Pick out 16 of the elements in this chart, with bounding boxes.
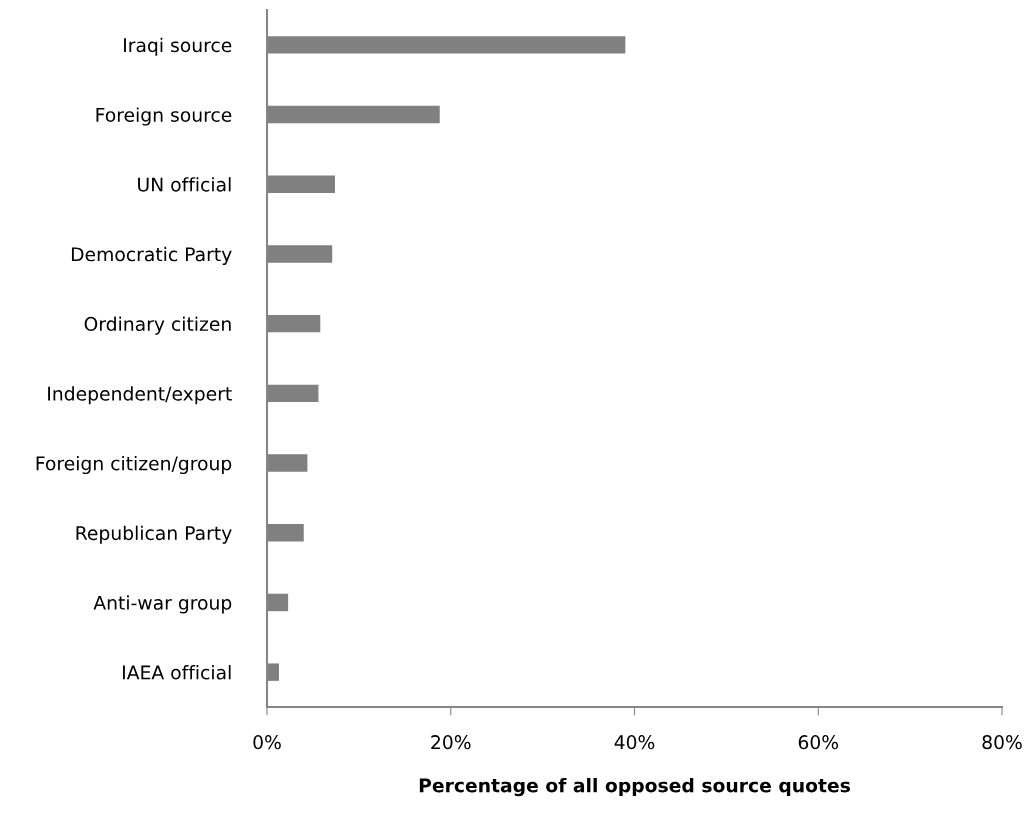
- y-tick-label: Foreign source: [96, 107, 232, 126]
- x-axis-title: Percentage of all opposed source quotes: [419, 777, 850, 797]
- y-tick-label: Republican Party: [76, 525, 232, 544]
- y-tick-label: Anti-war group: [93, 595, 232, 614]
- x-tick-label: 40%: [614, 735, 655, 750]
- y-tick-label: Independent/expert: [48, 386, 232, 405]
- y-tick-label: UN official: [138, 177, 231, 192]
- x-tick-label: 60%: [798, 735, 839, 750]
- y-tick-label: IAEA official: [123, 665, 231, 680]
- x-tick-label: 80%: [982, 735, 1022, 750]
- y-tick-label: Iraqi source: [124, 37, 232, 56]
- y-tick-label: Ordinary citizen: [84, 316, 231, 335]
- x-tick-label: 20%: [431, 735, 471, 750]
- y-tick-label: Democratic Party: [71, 246, 232, 265]
- x-tick-label: 0%: [253, 735, 281, 750]
- y-tick-label: Foreign citizen/group: [36, 455, 232, 475]
